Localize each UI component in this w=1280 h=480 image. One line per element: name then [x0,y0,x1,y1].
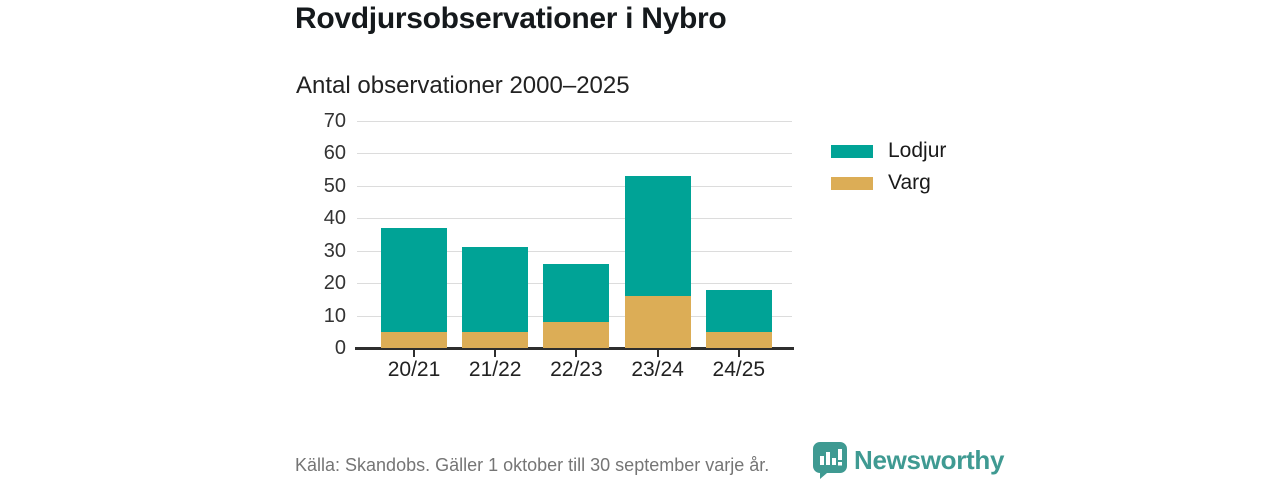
legend: Lodjur Varg [831,139,946,203]
legend-swatch-lodjur [831,144,873,158]
gridline-y50 [357,185,792,187]
x-axis-tick [656,349,659,357]
y-tick-label: 30 [323,239,346,262]
y-tick-label: 60 [323,142,346,165]
bar-segment-varg-21-22 [462,331,529,348]
chart-title: Rovdjursobservationer i Nybro [295,2,727,35]
bar-segment-lodjur-20-21 [381,228,447,332]
x-tick-label: 22/23 [550,358,603,381]
chart-subtitle: Antal observationer 2000–2025 [296,72,630,99]
bar-segment-varg-20-21 [381,331,447,348]
x-axis-tick [737,349,740,357]
x-axis-tick [575,349,578,357]
brand-wordmark: Newsworthy [854,445,1005,475]
bar-segment-lodjur-21-22 [462,247,529,332]
gridline-y30 [357,250,792,252]
bar-segment-varg-22-23 [543,322,610,348]
bar-segment-varg-23-24 [624,296,691,348]
x-axis-line [355,347,794,350]
gridline-y70 [357,121,792,122]
bar-segment-varg-24-25 [705,331,772,348]
y-tick-label: 20 [323,272,346,295]
x-tick-label: 21/22 [468,358,522,381]
y-tick-label: 50 [323,174,346,197]
legend-label-varg: Varg [888,171,931,194]
source-note: Källa: Skandobs. Gäller 1 oktober till 3… [295,455,770,475]
legend-swatch-varg [831,176,873,190]
x-tick-label: 24/25 [712,358,766,381]
y-tick-label: 70 [323,110,346,132]
gridline-y60 [357,153,792,155]
x-tick-label: 23/24 [631,358,684,381]
y-tick-label: 0 [334,337,346,359]
legend-item-varg: Varg [831,171,946,195]
legend-item-lodjur: Lodjur [831,139,946,163]
x-axis-tick [413,349,415,357]
x-tick-label: 20/21 [387,358,441,381]
bar-segment-lodjur-22-23 [543,263,610,323]
brand-footer: Newsworthy [813,442,1013,480]
legend-label-lodjur: Lodjur [888,139,947,162]
x-axis-tick [494,349,497,357]
newsworthy-logo-icon [813,442,847,479]
gridline-y40 [357,218,792,220]
bar-segment-lodjur-24-25 [705,289,772,332]
bar-segment-lodjur-23-24 [624,176,691,297]
y-tick-label: 10 [323,304,346,327]
y-tick-label: 40 [323,207,346,230]
